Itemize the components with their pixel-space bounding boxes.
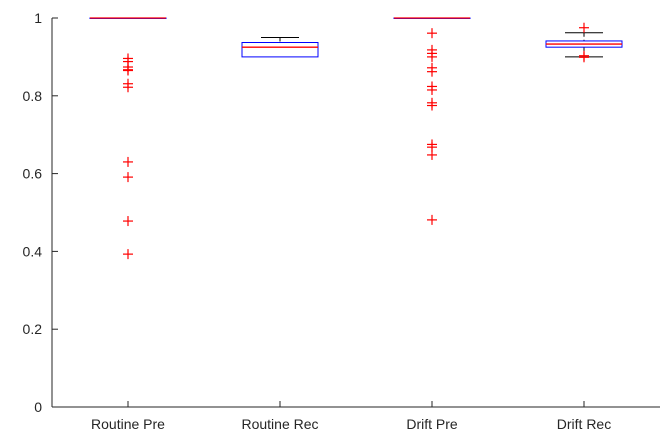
outlier-marker	[427, 66, 437, 77]
outlier-marker	[123, 65, 133, 76]
axes	[51, 18, 660, 408]
outlier-marker	[427, 84, 437, 95]
boxes	[89, 17, 623, 260]
outlier-marker	[579, 52, 589, 63]
outlier-marker	[427, 100, 437, 111]
outlier-marker	[123, 156, 133, 167]
outlier-marker	[427, 28, 437, 39]
y-tick-label: 0.2	[23, 321, 43, 337]
x-category-label: Routine Rec	[241, 416, 318, 432]
outlier-marker	[427, 51, 437, 62]
outlier-marker	[427, 149, 437, 160]
iqr-box	[241, 42, 319, 58]
x-category-label: Drift Rec	[557, 416, 611, 432]
outlier-marker	[123, 172, 133, 183]
y-axis-ticks: 0 0.2 0.4 0.6 0.8 1	[23, 10, 58, 415]
y-tick-label: 0	[34, 399, 42, 415]
x-category-label: Drift Pre	[406, 416, 458, 432]
box-routine-rec	[241, 36, 319, 58]
box-drift-pre	[393, 17, 471, 225]
y-tick-label: 0.6	[23, 166, 43, 182]
outlier-marker	[123, 82, 133, 93]
outlier-marker	[123, 249, 133, 260]
y-tick-label: 0.8	[23, 88, 43, 104]
box-routine-pre	[89, 17, 167, 260]
x-category-label: Routine Pre	[91, 416, 165, 432]
y-tick-label: 0.4	[23, 243, 43, 259]
outlier-marker	[123, 216, 133, 227]
y-tick-label: 1	[34, 10, 42, 26]
outlier-marker	[579, 22, 589, 33]
x-axis-categories: Routine Pre Routine Rec Drift Pre Drift Rec	[91, 401, 611, 432]
box-drift-rec	[545, 22, 623, 63]
outlier-marker	[427, 214, 437, 225]
